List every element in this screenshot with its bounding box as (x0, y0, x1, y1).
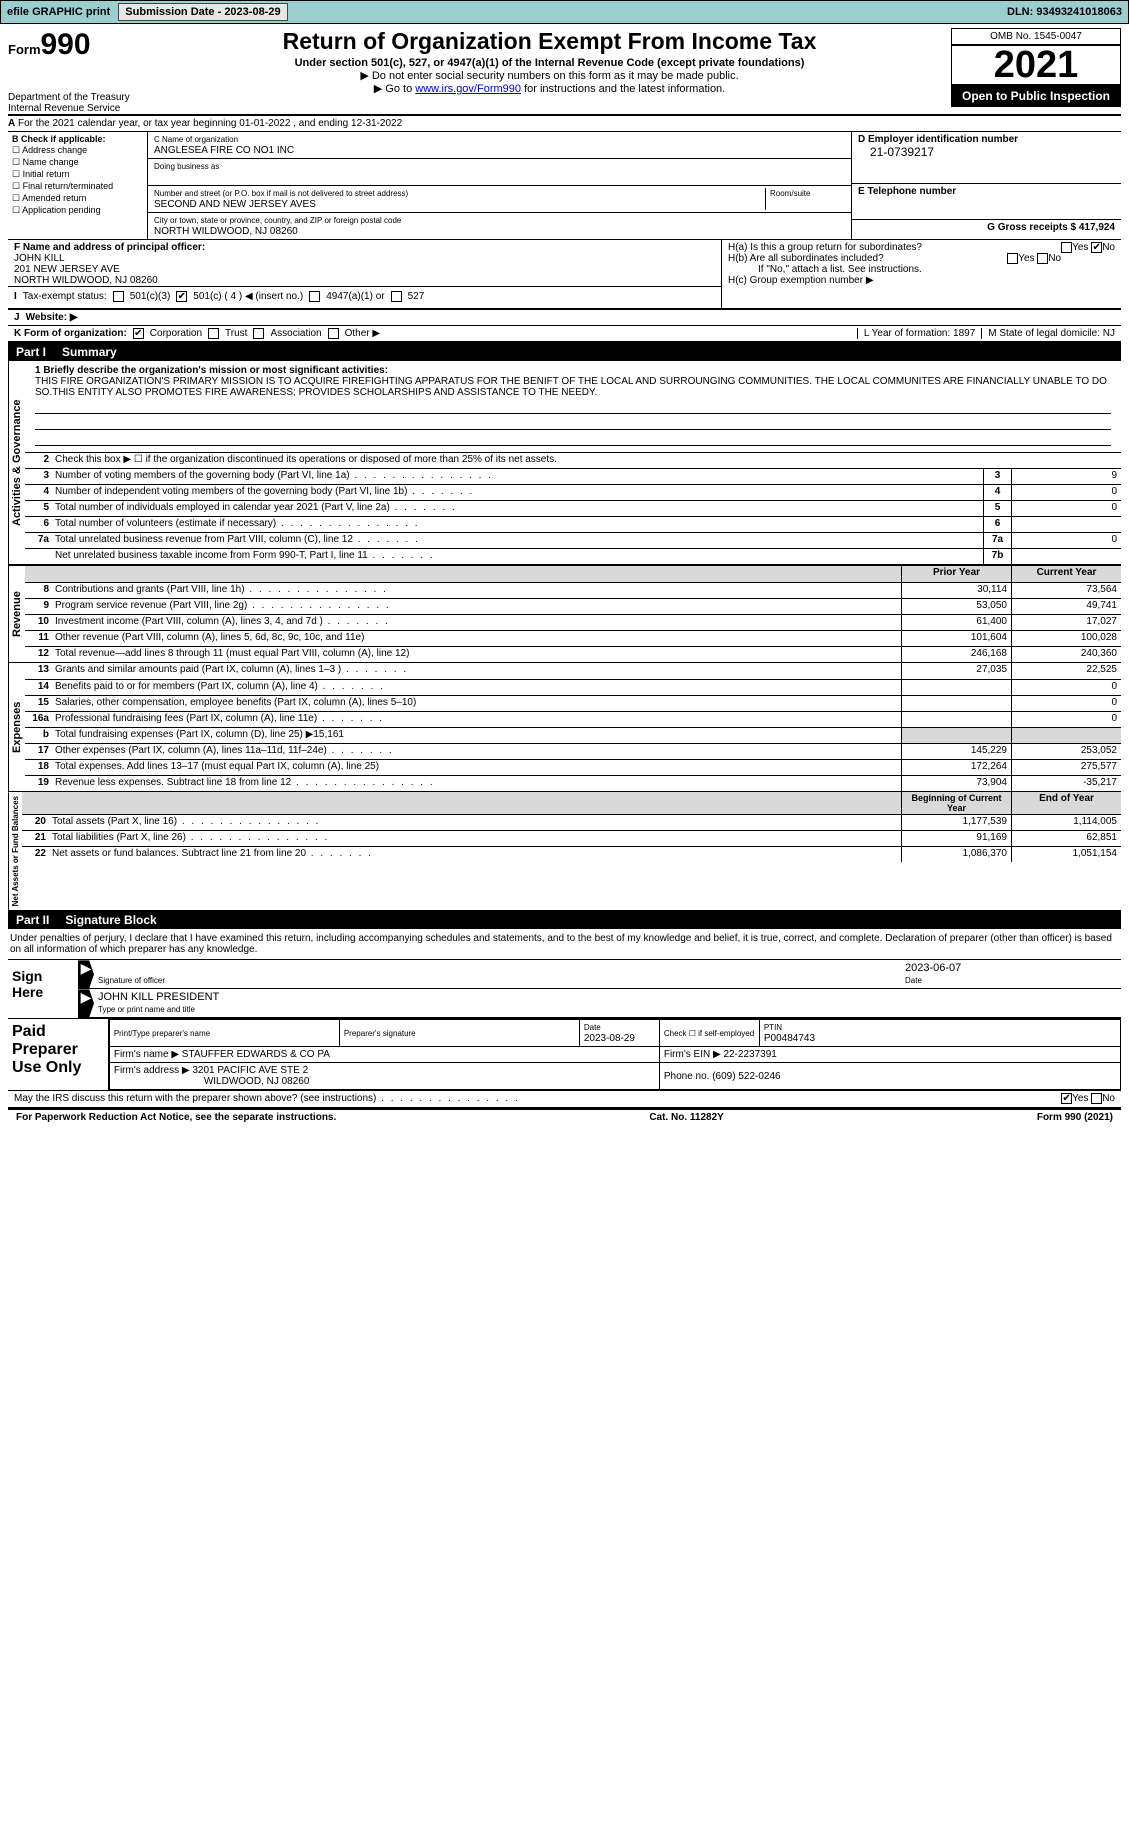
dept-treasury: Department of the Treasury (8, 92, 148, 103)
ha-yes[interactable] (1061, 242, 1072, 253)
type-arrow-icon: ▶ (78, 989, 94, 1017)
v5: 0 (1011, 501, 1121, 516)
v7b (1011, 549, 1121, 564)
v4: 0 (1011, 485, 1121, 500)
hb-no[interactable] (1037, 253, 1048, 264)
irs-link[interactable]: www.irs.gov/Form990 (415, 83, 521, 95)
dln-label: DLN: 93493241018063 (1007, 6, 1122, 18)
org-name: ANGLESEA FIRE CO NO1 INC (154, 145, 294, 156)
may-discuss: May the IRS discuss this return with the… (8, 1090, 1121, 1108)
chk-address[interactable]: ☐ Address change (12, 145, 143, 156)
sign-here-block: Sign Here ▶ Signature of officer 2023-06… (8, 959, 1121, 1018)
section-f: F Name and address of principal officer:… (8, 240, 721, 308)
open-public: Open to Public Inspection (951, 85, 1121, 107)
section-h: H(a) Is this a group return for subordin… (721, 240, 1121, 308)
hb-yes[interactable] (1007, 253, 1018, 264)
chk-name[interactable]: ☐ Name change (12, 157, 143, 168)
officer-name: JOHN KILL (14, 253, 65, 264)
city-state-zip: NORTH WILDWOOD, NJ 08260 (154, 226, 298, 237)
top-bar: efile GRAPHIC print Submission Date - 20… (0, 0, 1129, 24)
chk-527[interactable] (391, 291, 402, 302)
year-formation: L Year of formation: 1897 (857, 328, 975, 339)
officer-typed: JOHN KILL PRESIDENT (98, 991, 219, 1003)
chk-final[interactable]: ☐ Final return/terminated (12, 181, 143, 192)
v6 (1011, 517, 1121, 532)
section-d-e-g: D Employer identification number 21-0739… (851, 132, 1121, 239)
under-section: Under section 501(c), 527, or 4947(a)(1)… (154, 57, 945, 69)
chk-501c[interactable]: ✔ (176, 291, 187, 302)
chk-pending[interactable]: ☐ Application pending (12, 205, 143, 216)
k-assoc[interactable] (253, 328, 264, 339)
street-address: SECOND AND NEW JERSEY AVES (154, 199, 316, 210)
k-corp[interactable]: ✔ (133, 328, 144, 339)
irs-label: Internal Revenue Service (8, 103, 148, 114)
form-header: Form990 Department of the Treasury Inter… (8, 28, 1121, 114)
k-trust[interactable] (208, 328, 219, 339)
firm-phone: Phone no. (609) 522-0246 (659, 1063, 1120, 1090)
sig-date: 2023-06-07 (905, 962, 961, 974)
ssn-note: ▶ Do not enter social security numbers o… (154, 69, 945, 82)
firm-address: 3201 PACIFIC AVE STE 2 (192, 1065, 308, 1076)
ptin: P00484743 (764, 1033, 815, 1044)
discuss-no[interactable] (1091, 1093, 1102, 1104)
submission-date-button[interactable]: Submission Date - 2023-08-29 (118, 3, 287, 21)
omb-number: OMB No. 1545-0047 (951, 28, 1121, 45)
sign-arrow-icon: ▶ (78, 960, 94, 988)
mission-text: THIS FIRE ORGANIZATION'S PRIMARY MISSION… (35, 376, 1107, 398)
line-k: K Form of organization: ✔Corporation Tru… (8, 325, 1121, 343)
side-revenue: Revenue (8, 566, 25, 662)
perjury-text: Under penalties of perjury, I declare th… (8, 929, 1121, 959)
ha-no[interactable]: ✔ (1091, 242, 1102, 253)
section-b: B Check if applicable: ☐ Address change … (8, 132, 148, 239)
efile-label: efile GRAPHIC print (7, 6, 110, 18)
form-title: Return of Organization Exempt From Incom… (154, 28, 945, 55)
paid-preparer-block: Paid Preparer Use Only Print/Type prepar… (8, 1018, 1121, 1090)
footer: For Paperwork Reduction Act Notice, see … (8, 1109, 1121, 1125)
gross-receipts: G Gross receipts $ 417,924 (987, 222, 1115, 233)
v7a: 0 (1011, 533, 1121, 548)
side-governance: Activities & Governance (8, 361, 25, 564)
chk-501c3[interactable] (113, 291, 124, 302)
tax-year: 2021 (951, 45, 1121, 85)
firm-ein: Firm's EIN ▶ 22-2237391 (659, 1047, 1120, 1063)
goto-line: ▶ Go to www.irs.gov/Form990 for instruct… (154, 82, 945, 95)
state-domicile: M State of legal domicile: NJ (981, 328, 1115, 339)
chk-amended[interactable]: ☐ Amended return (12, 193, 143, 204)
k-other[interactable] (328, 328, 339, 339)
line-j: J Website: ▶ (8, 309, 1121, 325)
form-number: Form990 (8, 28, 148, 62)
chk-4947[interactable] (309, 291, 320, 302)
firm-name: STAUFFER EDWARDS & CO PA (182, 1049, 330, 1060)
side-expenses: Expenses (8, 663, 25, 791)
part1-header: Part I Summary (8, 343, 1121, 361)
section-c: C Name of organizationANGLESEA FIRE CO N… (148, 132, 851, 239)
ein-value: 21-0739217 (858, 145, 1115, 159)
section-a: A For the 2021 calendar year, or tax yea… (8, 114, 1121, 131)
part2-header: Part II Signature Block (8, 911, 1121, 929)
side-netassets: Net Assets or Fund Balances (8, 792, 22, 910)
chk-initial[interactable]: ☐ Initial return (12, 169, 143, 180)
v3: 9 (1011, 469, 1121, 484)
discuss-yes[interactable]: ✔ (1061, 1093, 1072, 1104)
